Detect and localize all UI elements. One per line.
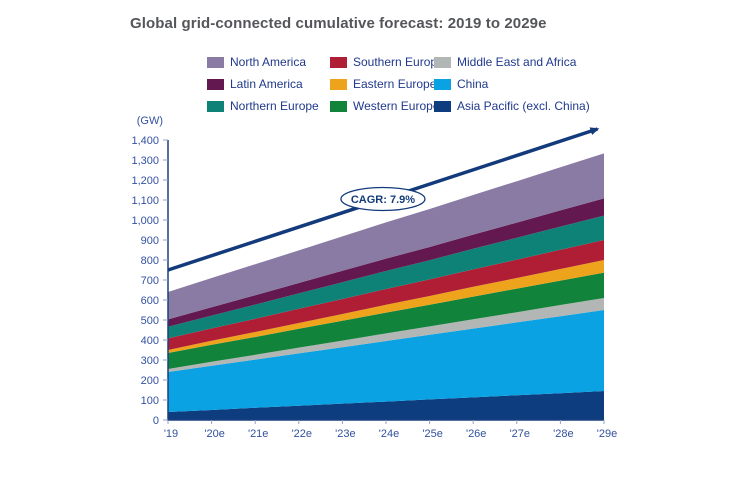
x-tick-label: '23e [335,428,355,440]
chart-title: Global grid-connected cumulative forecas… [130,15,547,32]
legend-item-southern-europe: Southern Europe [330,56,444,68]
y-tick-label: 0 [153,415,159,427]
area-series-eastern-europe [168,260,604,353]
legend-item-northern-europe: Northern Europe [207,100,330,112]
x-tick-label: '26e [466,428,486,440]
y-tick-label: 900 [141,235,159,247]
y-tick-label: 1,100 [131,195,159,207]
x-tick-label: '24e [379,428,399,440]
legend-swatch-asia-pacific-excl-china [434,100,451,112]
legend-swatch-southern-europe [330,56,347,68]
area-series-western-europe [168,272,604,369]
legend-label: Middle East and Africa [457,55,577,69]
x-tick-label: '22e [292,428,312,440]
legend-swatch-latin-america [207,78,224,90]
legend-swatch-eastern-europe [330,78,347,90]
y-tick-label: 500 [141,315,159,327]
legend-label: Eastern Europe [353,77,437,91]
legend-swatch-middle-east-and-africa [434,56,451,68]
y-tick-label: 800 [141,255,159,267]
legend-item-middle-east-and-africa: Middle East and Africa [434,56,590,68]
legend-label: Latin America [230,77,303,91]
y-axis-unit-label: (GW) [137,115,163,127]
legend-swatch-western-europe [330,100,347,112]
y-tick-label: 600 [141,295,159,307]
x-tick-label: '29e [597,428,617,440]
legend-item-asia-pacific-excl-china: Asia Pacific (excl. China) [434,100,590,112]
legend-item-eastern-europe: Eastern Europe [330,77,437,91]
legend-label: Asia Pacific (excl. China) [457,99,590,113]
legend-label: China [457,77,489,91]
y-tick-label: 700 [141,275,159,287]
legend-item-china: China [434,78,590,90]
legend-swatch-china [434,78,451,90]
legend-label: North America [230,55,307,69]
area-series-china [168,310,604,412]
x-tick-label: '25e [422,428,442,440]
area-series-southern-europe [168,240,604,350]
legend-label: Northern Europe [230,99,319,113]
legend-label: Western Europe [353,99,440,113]
y-tick-label: 1,300 [131,155,159,167]
legend-swatch-north-america [207,56,224,68]
x-tick-label: '28e [553,428,573,440]
area-series-middle-east-and-africa [168,298,604,372]
cagr-label: CAGR: 7.9% [351,194,415,206]
legend-item-latin-america: Latin America [207,78,330,90]
y-tick-label: 1,200 [131,175,159,187]
legend-swatch-northern-europe [207,100,224,112]
y-tick-label: 1,000 [131,215,159,227]
x-tick-label: '20e [204,428,224,440]
legend-label: Southern Europe [353,55,444,69]
x-tick-label: '21e [248,428,268,440]
area-series-northern-europe [168,215,604,339]
y-tick-label: 300 [141,355,159,367]
cagr-ellipse [340,186,426,212]
legend-item-north-america: North America [207,56,330,68]
y-tick-label: 200 [141,375,159,387]
y-tick-label: 400 [141,335,159,347]
area-series-asia-pacific-excl-china [168,391,604,420]
y-tick-label: 1,400 [131,135,159,147]
area-series-latin-america [168,198,604,327]
chart-legend: North America Southern Europe Middle East … [207,56,590,112]
x-tick-label: '19 [164,428,178,440]
x-tick-label: '27e [510,428,530,440]
y-tick-label: 100 [141,395,159,407]
area-series-north-america [168,153,604,320]
legend-item-western-europe: Western Europe [330,100,440,112]
